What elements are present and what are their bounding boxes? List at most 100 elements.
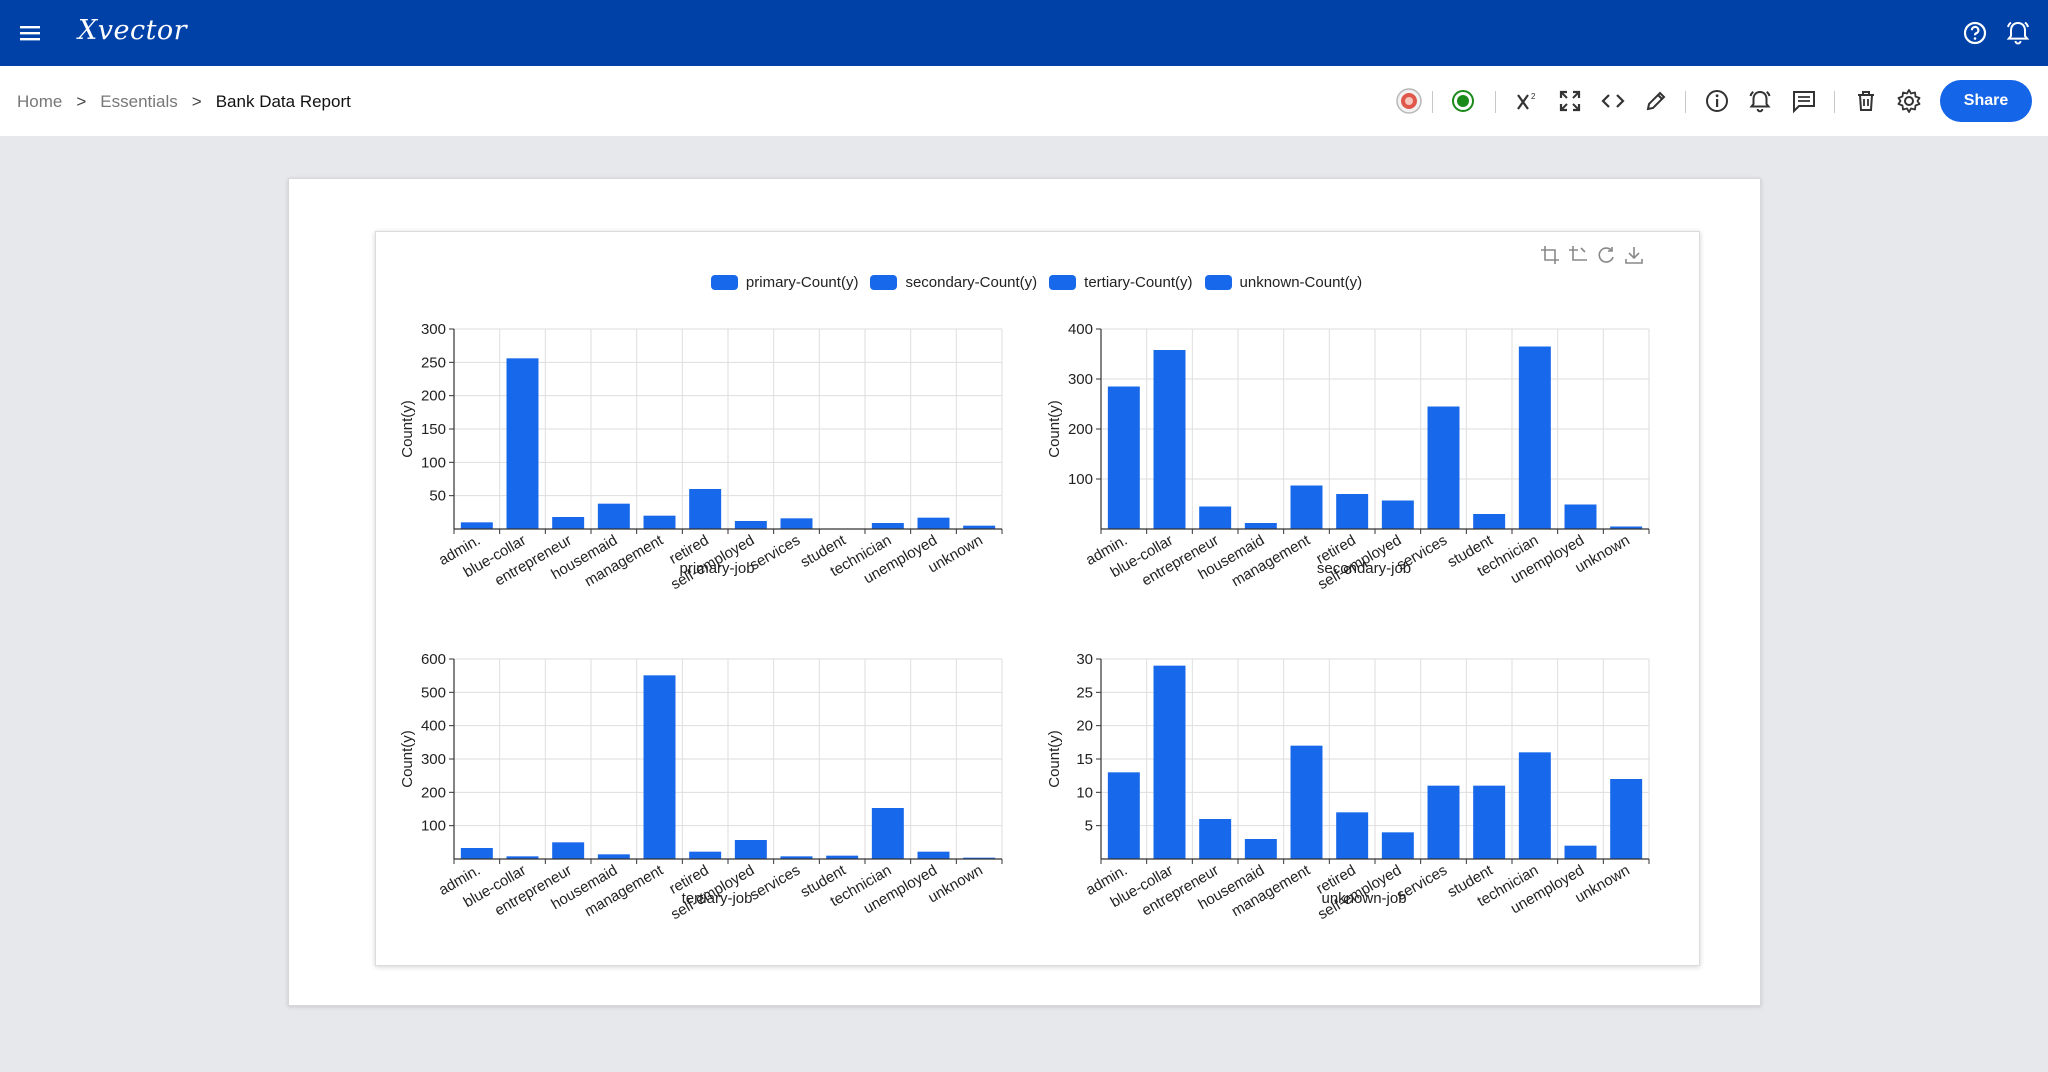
trash-icon[interactable] <box>1851 86 1881 116</box>
y-tick-label: 5 <box>1085 818 1093 835</box>
bar-selfemployed <box>1381 500 1414 529</box>
bar-entrepreneur <box>1199 506 1232 529</box>
breadcrumb-separator: > <box>76 92 87 111</box>
bar-technician <box>871 523 904 529</box>
crop-alt-icon[interactable] <box>1567 244 1589 266</box>
toolbar-divider <box>1495 91 1496 113</box>
bar-unknown <box>1610 779 1643 859</box>
help-circle-icon[interactable] <box>1960 18 1990 48</box>
fullscreen-icon[interactable] <box>1555 86 1585 116</box>
y-tick-label: 100 <box>1068 471 1093 488</box>
bar-technician <box>1518 752 1551 859</box>
bar-unemployed <box>917 517 950 529</box>
y-tick-label: 20 <box>1076 718 1093 735</box>
bar-services <box>780 856 813 859</box>
bar-services <box>780 518 813 529</box>
toolbar-divider <box>1432 91 1433 113</box>
bar-entrepreneur <box>552 517 585 529</box>
y-tick-label: 250 <box>421 354 446 371</box>
bar-unknown <box>963 525 996 529</box>
x-axis-title: primary-job <box>680 560 755 577</box>
legend-item-tertiary[interactable]: tertiary-Count(y) <box>1049 274 1193 291</box>
bar-services <box>1427 785 1460 859</box>
pencil-icon[interactable] <box>1641 86 1671 116</box>
legend-swatch <box>1049 275 1077 290</box>
y-tick-label: 600 <box>421 651 446 668</box>
legend-swatch <box>710 275 738 290</box>
y-axis-title: Count(y) <box>399 400 416 458</box>
share-button[interactable]: Share <box>1940 80 2032 122</box>
status-dot-icon[interactable] <box>1448 86 1478 116</box>
avatar-icon[interactable] <box>1394 86 1424 116</box>
y-tick-label: 300 <box>1068 371 1093 388</box>
bar-bluecollar <box>506 856 539 859</box>
bar-unemployed <box>1564 845 1597 859</box>
bar-unemployed <box>917 851 950 859</box>
info-icon[interactable] <box>1702 86 1732 116</box>
bar-student <box>826 855 859 859</box>
bar-admin <box>1107 772 1140 859</box>
legend-item-primary[interactable]: primary-Count(y) <box>710 274 858 291</box>
y-tick-label: 15 <box>1076 751 1093 768</box>
download-icon[interactable] <box>1623 244 1645 266</box>
bar-management <box>1290 485 1323 529</box>
chart-legend: primary-Count(y) secondary-Count(y) tert… <box>376 274 1701 291</box>
bar-bluecollar <box>506 358 539 529</box>
bar-services <box>1427 406 1460 529</box>
legend-item-unknown[interactable]: unknown-Count(y) <box>1204 274 1362 291</box>
app-logo[interactable]: Xvector <box>78 15 188 46</box>
bar-housemaid <box>597 854 630 859</box>
x-axis-title: secondary-job <box>1317 560 1411 577</box>
hamburger-menu-icon[interactable] <box>18 20 44 46</box>
x-axis-title: tertiary-job <box>682 890 753 907</box>
bar-entrepreneur <box>1199 819 1232 859</box>
top-app-bar: Xvector <box>0 0 2048 66</box>
y-tick-label: 500 <box>421 684 446 701</box>
svg-text:2: 2 <box>1531 92 1536 101</box>
bar-housemaid <box>1244 839 1277 859</box>
legend-swatch <box>1204 275 1232 290</box>
page-header: Home > Essentials > Bank Data Report 2 S… <box>0 66 2048 136</box>
superscript-icon[interactable]: 2 <box>1512 86 1542 116</box>
comment-icon[interactable] <box>1789 86 1819 116</box>
refresh-icon[interactable] <box>1595 244 1617 266</box>
bar-entrepreneur <box>552 842 585 859</box>
breadcrumb-essentials[interactable]: Essentials <box>100 92 178 111</box>
alarm-bell-icon[interactable] <box>1745 86 1775 116</box>
x-tick-label: services <box>747 862 803 904</box>
bar-unknown <box>963 857 996 859</box>
bar-student <box>1473 785 1506 859</box>
bar-unknown <box>1610 526 1643 529</box>
legend-label: tertiary-Count(y) <box>1084 274 1193 291</box>
y-tick-label: 25 <box>1076 684 1093 701</box>
bar-retired <box>1336 812 1369 859</box>
chart-card: primary-Count(y) secondary-Count(y) tert… <box>375 231 1700 966</box>
y-axis-title: Count(y) <box>399 730 416 788</box>
bar-unemployed <box>1564 504 1597 529</box>
y-tick-label: 400 <box>421 718 446 735</box>
settings-gear-icon[interactable] <box>1894 86 1924 116</box>
legend-item-secondary[interactable]: secondary-Count(y) <box>870 274 1037 291</box>
bar-technician <box>871 808 904 859</box>
x-axis-title: unknown-job <box>1322 890 1407 907</box>
breadcrumb-home[interactable]: Home <box>17 92 63 111</box>
legend-swatch <box>870 275 898 290</box>
bar-housemaid <box>597 503 630 529</box>
breadcrumb-separator: > <box>191 92 202 111</box>
bar-selfemployed <box>734 840 767 859</box>
bar-management <box>643 675 676 859</box>
bar-admin <box>460 848 493 859</box>
breadcrumb: Home > Essentials > Bank Data Report <box>17 92 351 112</box>
breadcrumb-current: Bank Data Report <box>215 92 351 111</box>
y-tick-label: 400 <box>1068 321 1093 338</box>
bar-management <box>1290 745 1323 859</box>
bell-alert-icon[interactable] <box>2003 18 2033 48</box>
bar-housemaid <box>1244 523 1277 529</box>
bar-student <box>1473 514 1506 529</box>
y-axis-title: Count(y) <box>1046 730 1063 788</box>
crop-icon[interactable] <box>1539 244 1561 266</box>
y-tick-label: 200 <box>421 784 446 801</box>
bar-admin <box>460 522 493 529</box>
y-tick-label: 50 <box>429 488 446 505</box>
code-icon[interactable] <box>1598 86 1628 116</box>
